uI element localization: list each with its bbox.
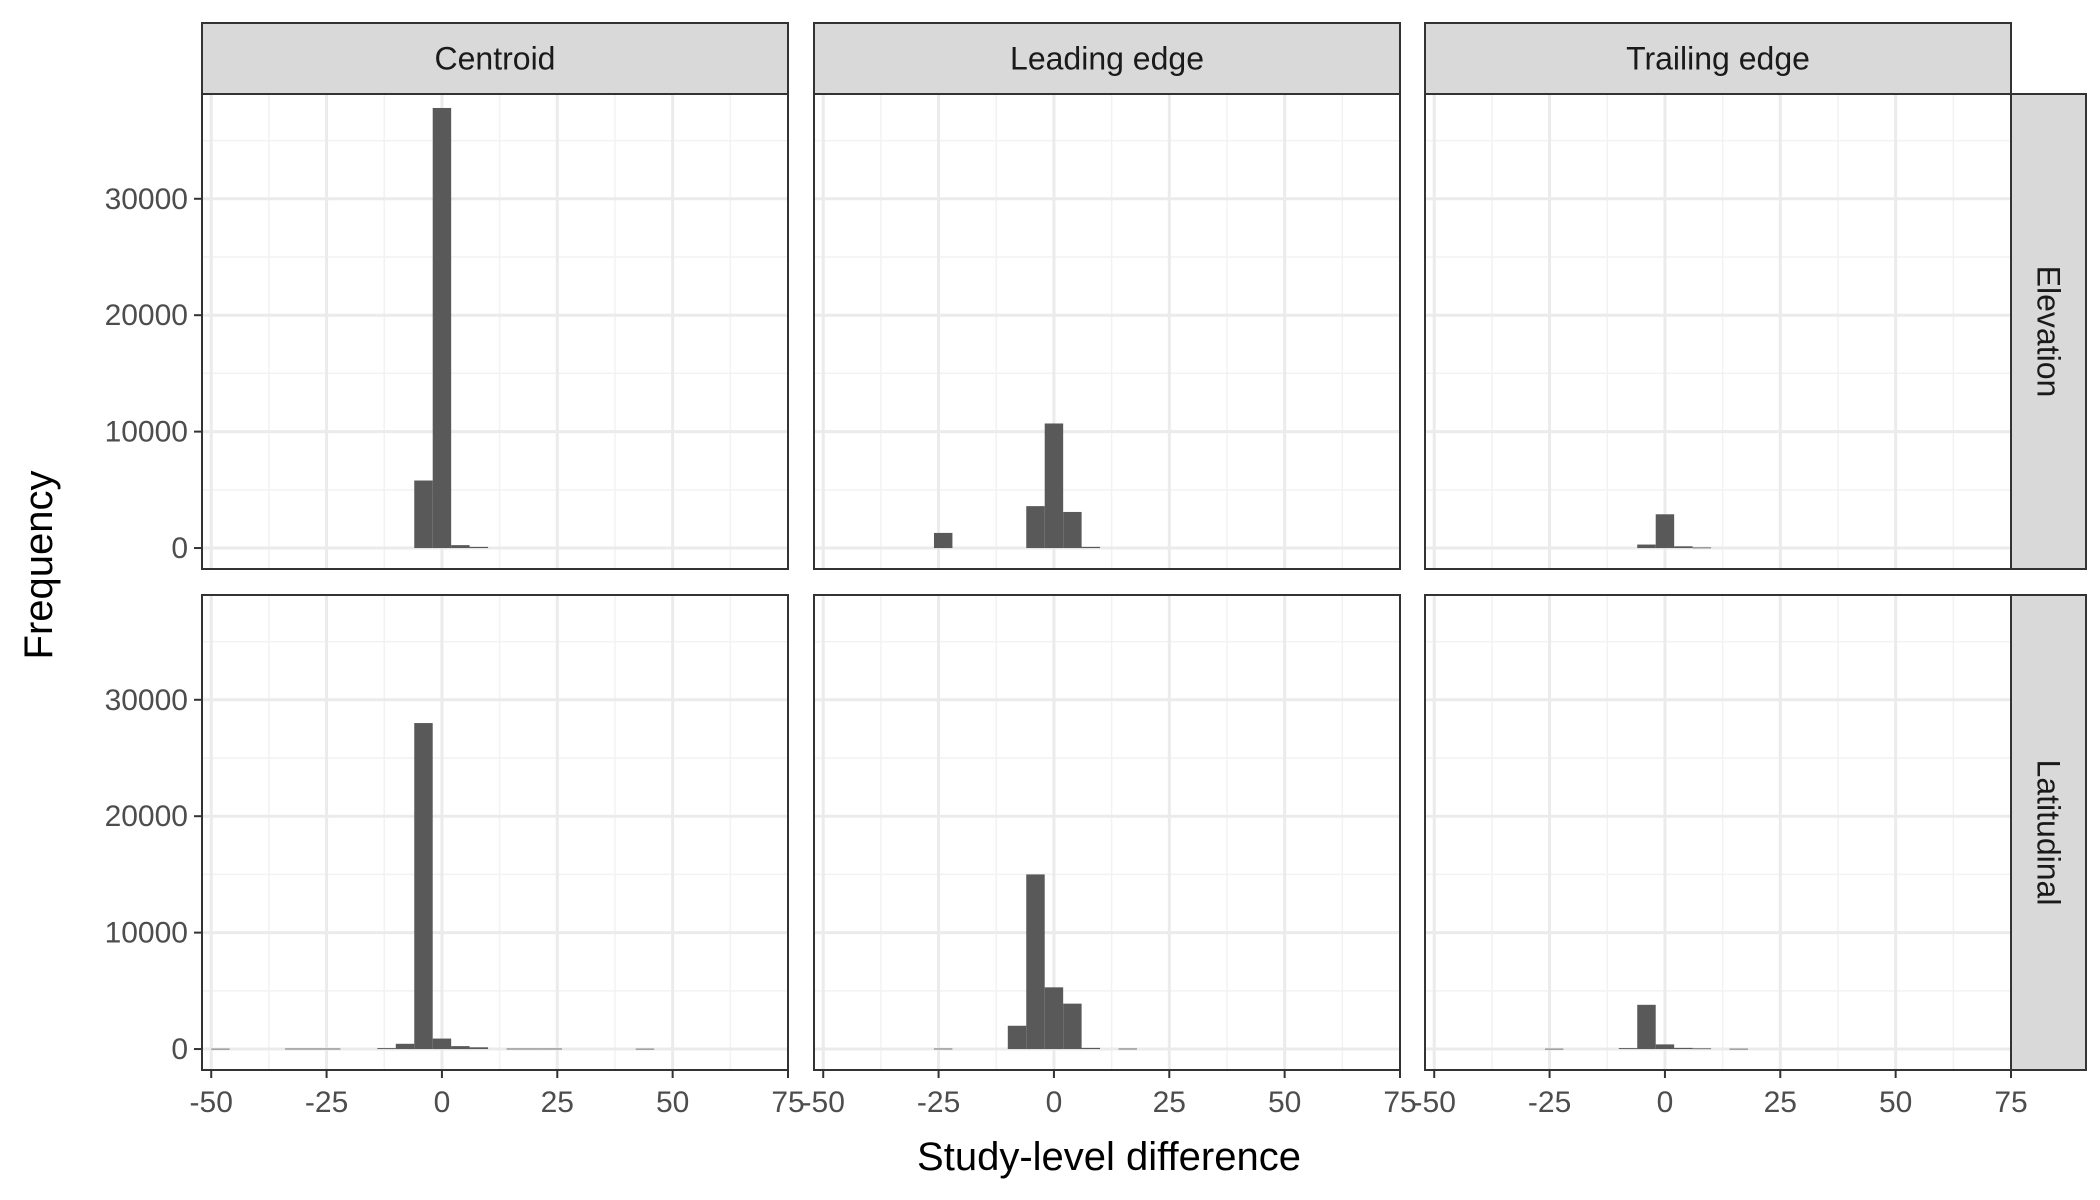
histogram-bar (395, 1043, 415, 1050)
panel-elevation-leading-edge: Leading edge (813, 22, 1401, 570)
panel-elevation-trailing-edge: Trailing edge Elevation (1424, 22, 2087, 570)
histogram-bar (933, 1048, 953, 1050)
panel-background (1425, 595, 2011, 1070)
histogram-bar (303, 1048, 322, 1050)
y-tick-label: 0 (171, 1033, 188, 1066)
histogram-bar (1044, 987, 1064, 1050)
panel-background (814, 94, 1400, 569)
histogram-bar (1692, 1048, 1712, 1050)
histogram-bar (933, 532, 953, 549)
x-tick-label: 50 (656, 1086, 689, 1119)
histogram-bar (285, 1048, 304, 1050)
histogram-bar (377, 1048, 396, 1050)
histogram-bar (414, 723, 433, 1050)
histogram-bar (469, 546, 489, 549)
histogram-bar (1729, 1048, 1748, 1050)
x-tick-label: 75 (1994, 1086, 2027, 1119)
y-tick-label: 30000 (105, 684, 188, 717)
strip-label-latitudinal: Latitudinal (2031, 760, 2067, 906)
x-tick-label: -50 (802, 1086, 845, 1119)
histogram-bar (321, 1048, 341, 1050)
histogram-bar (1674, 546, 1693, 549)
x-tick-label: -25 (1528, 1086, 1571, 1119)
y-tick-label: 20000 (105, 299, 188, 332)
panel-background (1425, 94, 2011, 569)
x-tick-label: 50 (1879, 1086, 1912, 1119)
x-tick-label: 50 (1268, 1086, 1301, 1119)
histogram-bar (1655, 514, 1675, 549)
x-tick-label: 25 (1153, 1086, 1186, 1119)
histogram-bar (1692, 547, 1712, 549)
histogram-bar (543, 1048, 562, 1050)
x-tick-label: 25 (1764, 1086, 1797, 1119)
histogram-bar (1063, 1003, 1082, 1050)
x-tick-label: -50 (190, 1086, 233, 1119)
histogram-bar (1007, 1025, 1027, 1050)
strip-label-trailing-edge: Trailing edge (1626, 41, 1810, 77)
histogram-bar (414, 480, 433, 549)
y-tick-label: 0 (171, 532, 188, 565)
histogram-bar (1637, 1004, 1656, 1050)
histogram-bar (211, 1048, 230, 1050)
panel-latitudinal-leading-edge: -50 -25 0 25 50 75 (802, 594, 1417, 1119)
strip-leading-edge (813, 22, 1401, 95)
histogram-bar (1618, 1048, 1638, 1050)
x-tick-label: -25 (305, 1086, 348, 1119)
histogram-bar (432, 107, 452, 549)
histogram-bar (1063, 511, 1082, 549)
panels-layer: Centroid 0 10000 20000 30000 Leading edge Trai… (105, 22, 2087, 1119)
x-axis-title: Study-level difference (917, 1135, 1301, 1179)
x-tick-label: 25 (541, 1086, 574, 1119)
x-tick-label: -50 (1413, 1086, 1456, 1119)
y-tick-label: 10000 (105, 416, 188, 449)
x-tick-label: 0 (1046, 1086, 1063, 1119)
strip-label-centroid: Centroid (435, 41, 556, 77)
strip-label-leading-edge: Leading edge (1010, 41, 1204, 77)
histogram-bar (1026, 874, 1045, 1050)
y-tick-label: 30000 (105, 183, 188, 216)
x-tick-label: -25 (917, 1086, 960, 1119)
x-tick-label: 0 (434, 1086, 451, 1119)
histogram-bar (1081, 546, 1101, 549)
strip-label-elevation: Elevation (2031, 266, 2067, 398)
panel-background (202, 94, 788, 569)
panel-elevation-centroid: Centroid 0 10000 20000 30000 (105, 22, 789, 570)
histogram-bar (1081, 1047, 1101, 1050)
histogram-bar (432, 1038, 452, 1050)
histogram-bar (635, 1048, 655, 1050)
y-tick-label: 10000 (105, 917, 188, 950)
histogram-bar (1637, 544, 1656, 549)
x-tick-label: 75 (771, 1086, 804, 1119)
y-axis-title: Frequency (17, 471, 61, 660)
histogram-bar (1655, 1044, 1675, 1050)
panel-border (201, 594, 789, 1071)
panel-latitudinal-centroid: 0 10000 20000 30000 -50 -25 0 25 50 75 (105, 594, 805, 1119)
panel-border (813, 594, 1401, 1071)
histogram-bar (506, 1048, 525, 1050)
histogram-bar (451, 545, 470, 549)
strip-centroid (201, 22, 789, 95)
histogram-bar (1544, 1048, 1564, 1050)
histogram-bar (451, 1046, 470, 1050)
histogram-bar (1026, 506, 1045, 549)
x-tick-label: 75 (1383, 1086, 1416, 1119)
strip-elevation (2010, 93, 2087, 570)
y-tick-label: 20000 (105, 800, 188, 833)
x-tick-label: 0 (1657, 1086, 1674, 1119)
histogram-bar (1044, 423, 1064, 549)
panel-latitudinal-trailing-edge: Latitudinal -50 -25 0 25 50 75 (1413, 594, 2087, 1119)
histogram-bar (1118, 1048, 1137, 1050)
panel-background (814, 595, 1400, 1070)
histogram-bar (469, 1047, 489, 1050)
strip-latitudinal (2010, 594, 2087, 1071)
strip-trailing-edge (1424, 22, 2012, 95)
histogram-bar (1674, 1047, 1693, 1050)
panel-background (202, 595, 788, 1070)
histogram-bar (524, 1048, 544, 1050)
